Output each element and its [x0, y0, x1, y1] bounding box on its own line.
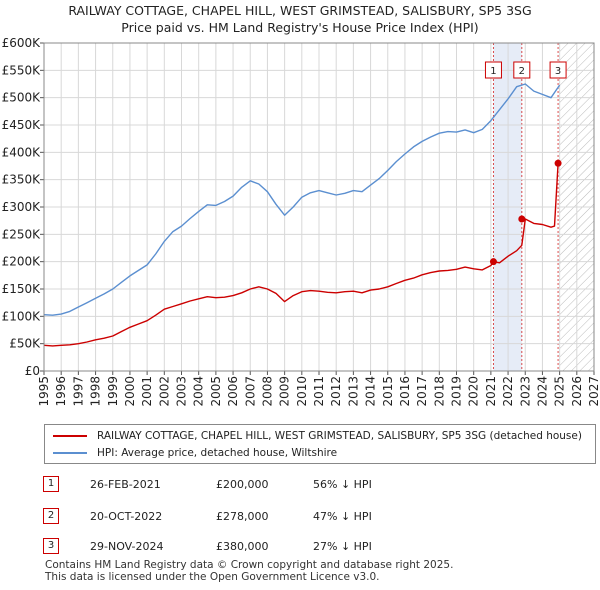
x-tick-label: 2022 — [501, 376, 515, 407]
y-tick-label: £450K — [2, 118, 42, 132]
x-tick-label: 2006 — [226, 376, 240, 407]
legend-swatch-hpi — [53, 452, 87, 454]
sale-badge-box — [484, 61, 502, 79]
y-tick-label: £550K — [2, 63, 42, 77]
x-tick-label: 2004 — [192, 376, 206, 407]
x-tick-label: 2005 — [209, 376, 223, 407]
price-chart: 1 2 3 £0 £50K £100K £150K £200K £250K £300K £350K… — [2, 36, 600, 407]
x-tick-label: 2003 — [175, 376, 189, 407]
x-tick-label: 1996 — [54, 376, 68, 407]
legend-item-hpi: HPI: Average price, detached house, Wilt… — [53, 445, 337, 461]
y-tick-label: £300K — [2, 200, 42, 214]
footer-notice: Contains HM Land Registry data © Crown c… — [45, 559, 454, 583]
x-tick-label: 2024 — [535, 376, 549, 407]
x-tick-label: 2021 — [484, 376, 498, 407]
sale-badge: 1 — [43, 476, 59, 492]
x-tick-label: 2027 — [587, 376, 600, 407]
x-tick-label: 2014 — [364, 376, 378, 407]
sale-date: 20-OCT-2022 — [90, 510, 163, 523]
sale-row: 1 26-FEB-2021 £200,000 56% ↓ HPI — [0, 473, 600, 495]
x-tick-label: 2025 — [553, 376, 567, 407]
hpi-series-line — [44, 83, 561, 316]
sale-hpi-diff: 27% ↓ HPI — [313, 540, 372, 553]
sale-badge: 2 — [43, 508, 59, 524]
sale-price: £380,000 — [216, 540, 269, 553]
sale-point — [554, 159, 562, 167]
sale-badge-label: 2 — [519, 66, 525, 77]
sale-point — [518, 215, 526, 223]
y-tick-label: £0 — [25, 364, 40, 378]
sale-hpi-diff: 56% ↓ HPI — [313, 478, 372, 491]
x-tick-label: 2015 — [381, 376, 395, 407]
legend-label-price: RAILWAY COTTAGE, CHAPEL HILL, WEST GRIMS… — [97, 430, 582, 442]
sale-date: 29-NOV-2024 — [90, 540, 164, 553]
x-tick-label: 2026 — [570, 376, 584, 407]
chart-legend: RAILWAY COTTAGE, CHAPEL HILL, WEST GRIMS… — [44, 424, 596, 464]
x-tick-label: 2007 — [243, 376, 257, 407]
sale-date: 26-FEB-2021 — [90, 478, 161, 491]
x-tick-label: 2020 — [467, 376, 481, 407]
x-tick-label: 1995 — [37, 376, 51, 407]
y-tick-label: £100K — [2, 309, 42, 323]
x-tick-label: 2008 — [260, 376, 274, 407]
sale-price: £278,000 — [216, 510, 269, 523]
sale-badge-label: 1 — [490, 66, 496, 77]
sale-row: 3 29-NOV-2024 £380,000 27% ↓ HPI — [0, 535, 600, 557]
x-tick-label: 2019 — [450, 376, 464, 407]
legend-label-hpi: HPI: Average price, detached house, Wilt… — [97, 447, 338, 459]
chart-title: RAILWAY COTTAGE, CHAPEL HILL, WEST GRIMS… — [68, 3, 532, 18]
x-tick-label: 2023 — [518, 376, 532, 407]
y-tick-label: £600K — [2, 36, 42, 50]
x-tick-label: 2000 — [123, 376, 137, 407]
x-tick-label: 2012 — [329, 376, 343, 407]
y-tick-label: £50K — [9, 337, 41, 351]
legend-item-price: RAILWAY COTTAGE, CHAPEL HILL, WEST GRIMS… — [53, 428, 582, 444]
x-tick-label: 2010 — [295, 376, 309, 407]
x-tick-label: 1999 — [106, 376, 120, 407]
x-tick-label: 2013 — [346, 376, 360, 407]
y-tick-label: £500K — [2, 91, 42, 105]
x-tick-label: 2001 — [140, 376, 154, 407]
chart-subtitle: Price paid vs. HM Land Registry's House … — [121, 20, 479, 35]
sale-hpi-diff: 47% ↓ HPI — [313, 510, 372, 523]
sale-badge-box — [549, 61, 567, 79]
footer-line-2: This data is licensed under the Open Gov… — [45, 570, 380, 583]
x-tick-label: 1997 — [71, 376, 85, 407]
legend-swatch-price — [53, 435, 87, 437]
sale-point — [489, 258, 497, 266]
y-tick-label: £400K — [2, 145, 42, 159]
x-tick-label: 2011 — [312, 376, 326, 407]
x-tick-label: 2002 — [157, 376, 171, 407]
sale-badge: 3 — [43, 538, 59, 554]
x-tick-label: 2017 — [415, 376, 429, 407]
plot-frame — [43, 42, 595, 372]
sale-badge-label: 3 — [555, 66, 561, 77]
footer-line-1: Contains HM Land Registry data © Crown c… — [45, 559, 454, 571]
x-tick-label: 2016 — [398, 376, 412, 407]
sale-badge-box — [513, 61, 531, 79]
x-tick-label: 2018 — [432, 376, 446, 407]
y-tick-label: £200K — [2, 255, 42, 269]
y-tick-label: £250K — [2, 227, 42, 241]
sale-row: 2 20-OCT-2022 £278,000 47% ↓ HPI — [0, 505, 600, 527]
y-tick-label: £350K — [2, 173, 42, 187]
y-tick-label: £150K — [2, 282, 42, 296]
sale-price: £200,000 — [216, 478, 269, 491]
x-tick-label: 1998 — [89, 376, 103, 407]
x-tick-label: 2009 — [278, 376, 292, 407]
